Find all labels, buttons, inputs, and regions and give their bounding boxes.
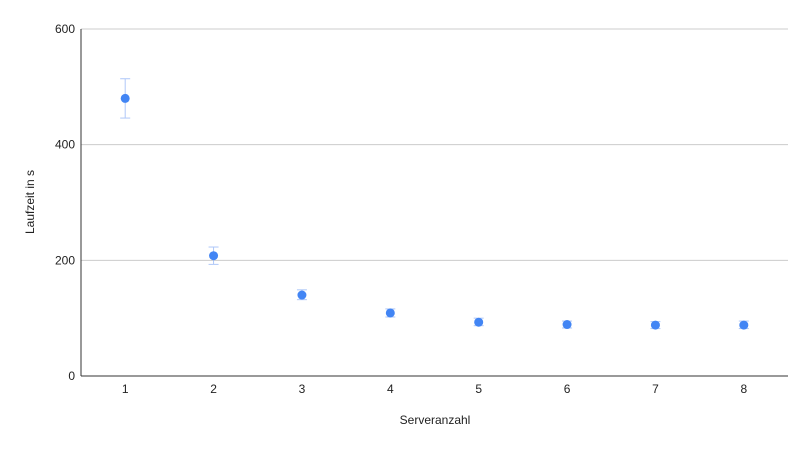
- data-point-5: [474, 317, 484, 327]
- y-tick-labels: 0 200 400 600: [55, 22, 75, 383]
- x-tick-label-3: 3: [299, 382, 306, 396]
- y-tick-label-0: 0: [68, 369, 75, 383]
- data-point-2: [209, 251, 219, 261]
- data-point-8: [739, 320, 749, 330]
- data-point-7: [650, 320, 660, 330]
- y-tick-label-600: 600: [55, 22, 75, 36]
- y-tick-label-200: 200: [55, 253, 75, 267]
- x-tick-label-6: 6: [564, 382, 571, 396]
- x-tick-labels: 1 2 3 4 5 6 7 8: [122, 382, 748, 396]
- error-bars: [120, 78, 749, 330]
- y-axis-title: Laufzeit in s: [23, 170, 37, 234]
- x-tick-label-2: 2: [210, 382, 217, 396]
- grid-lines: [81, 28, 788, 261]
- data-point-6: [562, 320, 572, 330]
- data-point-3: [297, 290, 307, 300]
- data-point-1: [120, 93, 130, 103]
- data-points: [120, 93, 749, 330]
- x-tick-label-7: 7: [652, 382, 659, 396]
- x-tick-label-5: 5: [475, 382, 482, 396]
- x-tick-label-1: 1: [122, 382, 129, 396]
- x-tick-label-4: 4: [387, 382, 394, 396]
- data-point-4: [385, 308, 395, 318]
- x-axis-title: Serveranzahl: [400, 413, 471, 427]
- y-tick-label-400: 400: [55, 138, 75, 152]
- x-tick-label-8: 8: [740, 382, 747, 396]
- axes: [80, 29, 788, 377]
